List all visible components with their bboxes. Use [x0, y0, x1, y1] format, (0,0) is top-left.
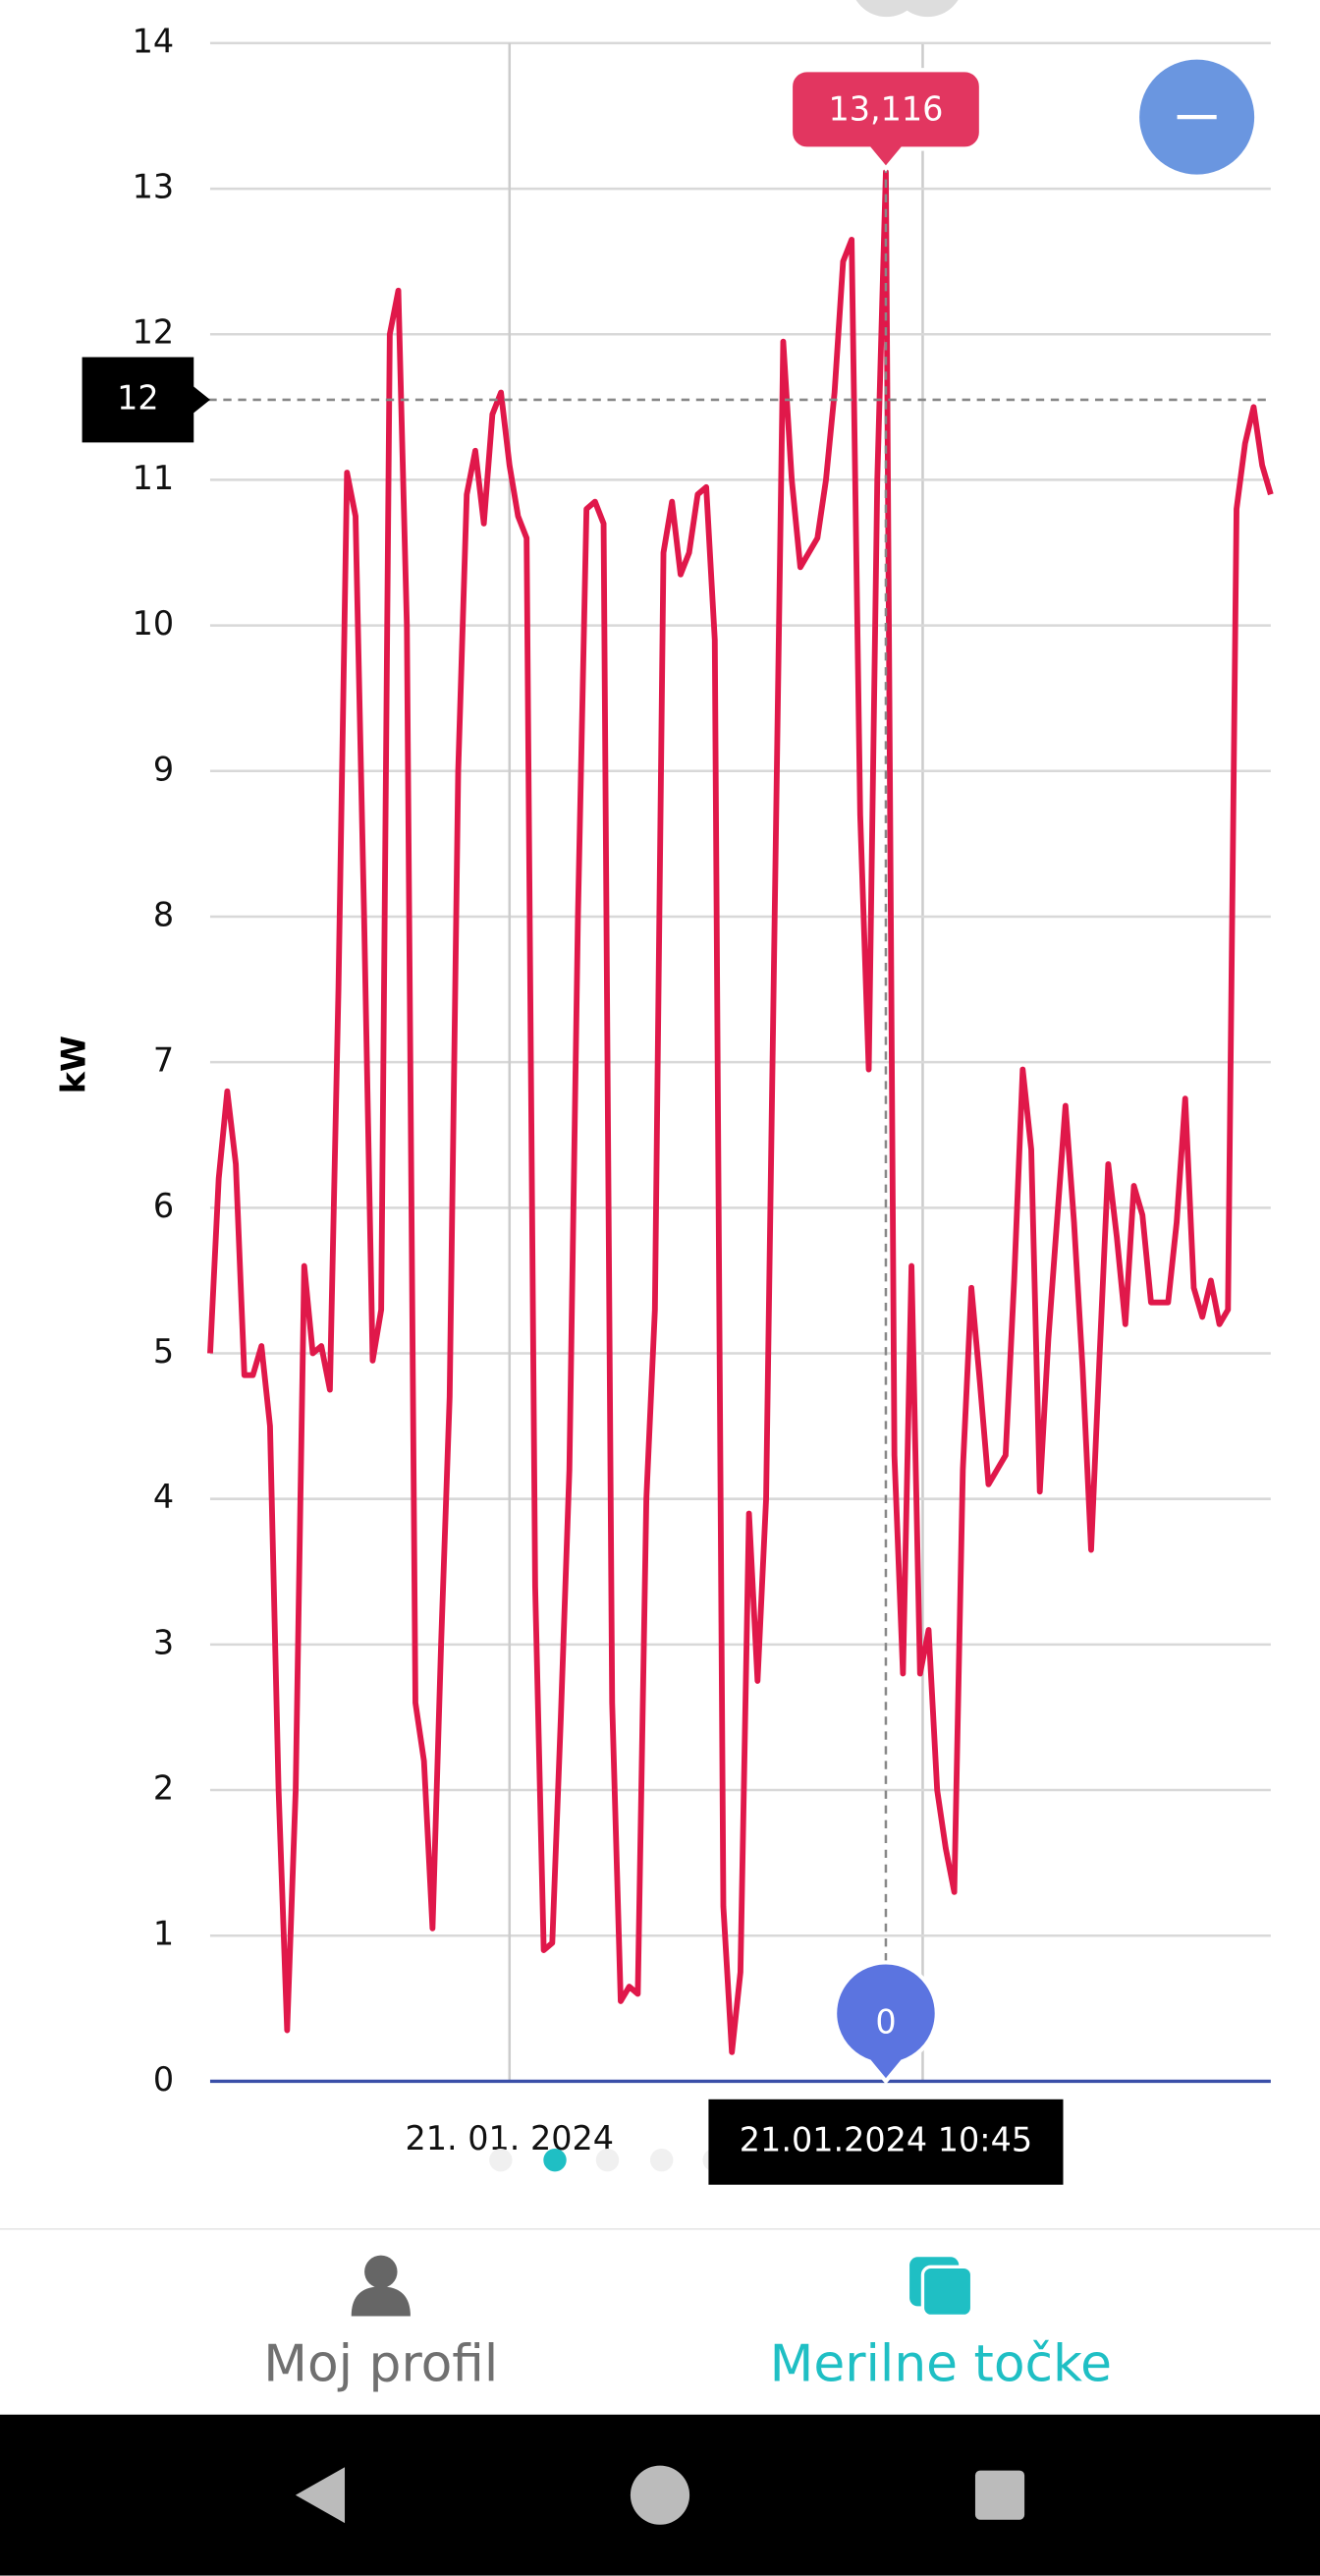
y-tick-label: 2: [153, 1769, 174, 1808]
y-tick-label: 0: [153, 2060, 174, 2099]
y-tick-label: 11: [133, 459, 175, 497]
y-crosshair-label: 12: [117, 378, 159, 417]
y-tick-label: 4: [153, 1478, 174, 1516]
nav-item[interactable]: Moj profil: [263, 2255, 498, 2394]
y-tick-label: 10: [133, 604, 175, 643]
recents-button[interactable]: [974, 2470, 1025, 2520]
y-tick-label: 6: [153, 1187, 174, 1225]
x-crosshair-box: [708, 2099, 1064, 2185]
data-line: [207, 168, 1274, 2055]
peak-label: 13,116: [828, 90, 943, 129]
base-bubble: [833, 1960, 939, 2085]
y-tick-label: 12: [133, 313, 175, 352]
page-dot[interactable]: [543, 2148, 567, 2172]
page-dot[interactable]: [595, 2148, 620, 2172]
nav-item[interactable]: Merilne točke: [770, 2257, 1112, 2393]
y-crosshair-box: [82, 357, 210, 443]
meters-icon: [920, 2265, 974, 2319]
y-tick-label: 7: [153, 1041, 174, 1080]
nav-label: Moj profil: [263, 2334, 498, 2393]
profile-icon: [351, 2286, 411, 2317]
peak-bubble: [788, 68, 984, 172]
y-axis-label: kW: [54, 1036, 92, 1093]
home-button[interactable]: [630, 2465, 690, 2525]
page-dot[interactable]: [649, 2148, 674, 2172]
profile-icon: [364, 2255, 398, 2289]
y-tick-label: 3: [153, 1623, 174, 1661]
y-tick-label: 14: [133, 22, 175, 60]
y-tick-label: 13: [133, 168, 175, 206]
page-dot[interactable]: [489, 2148, 513, 2172]
x-tick-label: 21. 01. 2024: [405, 2119, 614, 2157]
y-tick-label: 5: [153, 1332, 174, 1371]
base-label: 0: [875, 2002, 896, 2041]
y-tick-label: 9: [153, 750, 174, 788]
y-tick-label: 1: [153, 1915, 174, 1953]
y-tick-label: 8: [153, 895, 174, 933]
x-crosshair-label: 21.01.2024 10:45: [740, 2121, 1032, 2159]
decor: [897, 0, 959, 18]
nav-label: Merilne točke: [770, 2334, 1112, 2393]
back-button[interactable]: [295, 2467, 346, 2524]
